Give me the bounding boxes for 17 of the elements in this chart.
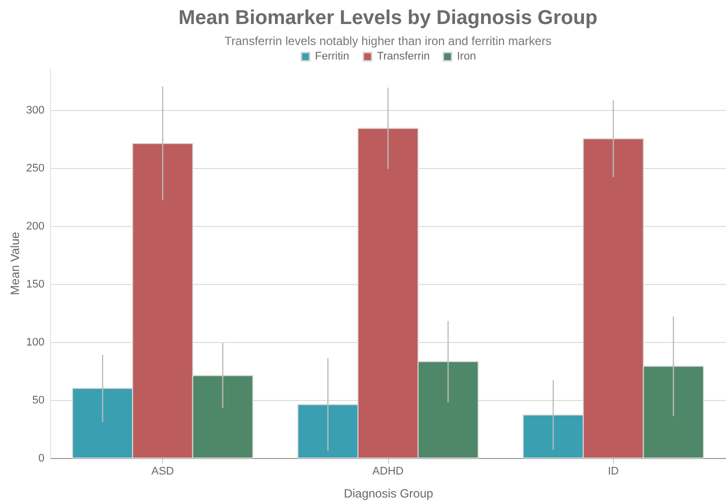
y-tick-label: 0 — [38, 452, 44, 464]
chart-subtitle: Transferrin levels notably higher than iron and ferritin markers — [224, 34, 552, 48]
y-tick-label: 100 — [26, 336, 44, 348]
y-axis-title: Mean Value — [8, 232, 22, 296]
x-tick-label: ADHD — [372, 466, 404, 478]
legend-label: Transferrin — [377, 50, 430, 63]
y-tick-label: 300 — [26, 104, 44, 116]
y-tick-label: 150 — [26, 278, 44, 290]
y-tick-label: 250 — [26, 162, 44, 174]
x-axis-title: Diagnosis Group — [344, 486, 434, 500]
y-tick-label: 50 — [32, 394, 44, 406]
y-tick-label: 200 — [26, 220, 44, 232]
x-tick-label: ID — [608, 466, 619, 478]
chart-title: Mean Biomarker Levels by Diagnosis Group — [178, 7, 598, 29]
legend-label: Iron — [457, 50, 476, 63]
x-tick-label: ASD — [151, 466, 174, 478]
legend-label: Ferritin — [315, 50, 350, 63]
